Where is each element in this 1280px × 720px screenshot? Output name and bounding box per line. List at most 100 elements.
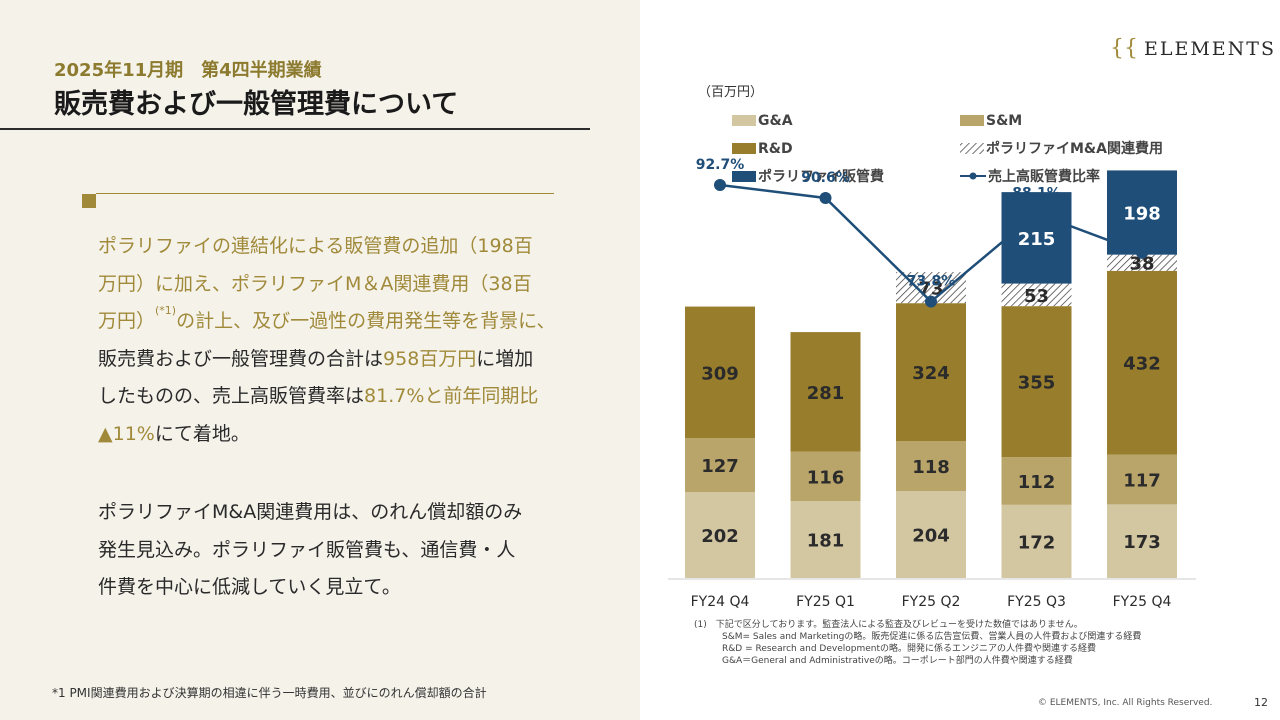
bar-ga-3 (1001, 504, 1072, 578)
bar-sm-4 (1107, 454, 1177, 505)
summary-line-5: したものの、売上高販管費率は81.7%と前年同期比 (98, 385, 539, 407)
bar-sm-1 (790, 451, 861, 501)
bar-sm-2 (896, 441, 966, 492)
ratio-label-4: 81.7% (1118, 225, 1167, 241)
footnote-ref: (*1) (155, 303, 177, 317)
legend-label-ratio: 売上高販管費比率 (988, 168, 1100, 185)
legend-swatch-ga (732, 115, 756, 126)
x-tick-label-2: FY25 Q2 (902, 594, 961, 610)
bar-ga-1 (790, 500, 861, 578)
page-number: 12 (1254, 696, 1268, 709)
x-tick-label-3: FY25 Q3 (1007, 594, 1066, 610)
bar-label-sm-0: 127 (701, 456, 739, 477)
bar-label-rd-0: 309 (701, 363, 739, 384)
logo-mark-icon: {{ (1110, 36, 1138, 61)
legend-label-rd: R&D (758, 141, 793, 157)
copyright: © ELEMENTS, Inc. All Rights Reserved. (1038, 698, 1213, 708)
bar-group: 2021273091811162812041183247317211235553… (685, 170, 1177, 578)
ratio-label-0: 92.7% (696, 157, 745, 173)
elements-logo: {{ ELEMENTS (1110, 36, 1276, 61)
bar-label-ga-3: 172 (1018, 532, 1056, 553)
bar-sm-0 (685, 438, 755, 493)
bar-rd-3 (1001, 306, 1072, 458)
bar-sm-3 (1001, 457, 1072, 505)
bar-rd-4 (1107, 270, 1177, 455)
bar-label-sm-1: 116 (807, 467, 845, 488)
legend-swatch-polarify (732, 171, 756, 182)
bar-label-ma-4: 38 (1129, 254, 1154, 275)
bar-label-sm-2: 118 (912, 457, 950, 478)
legend-label-ma: ポラリファイM&A関連費用 (986, 140, 1163, 157)
bar-label-ga-1: 181 (807, 530, 845, 551)
ratio-point-0 (714, 179, 726, 192)
bar-rd-1 (790, 332, 861, 452)
bar-label-rd-2: 324 (912, 363, 950, 384)
legend-label-sm: S&M (986, 113, 1022, 129)
bar-rd-2 (896, 303, 966, 442)
ratio-point-1 (819, 191, 832, 204)
ratio-line-group: 92.7% 90.6% 73.8% 88.1% 81.7% (696, 157, 1167, 308)
chart-notes: (1) 下記で区分しております。監査法人による監査及びレビューを受けた数値ではあ… (694, 619, 1254, 667)
left-panel (0, 0, 640, 720)
x-tick-label-4: FY25 Q4 (1113, 594, 1172, 610)
note-ga: G&A＝General and Administrativeの略。コーポレート部… (722, 656, 1073, 666)
page-subtitle: 2025年11月期 第4四半期業績 (54, 60, 322, 81)
outlook-line-3: 件費を中心に低減していく見立て。 (98, 576, 401, 598)
ratio-label-1: 90.6% (801, 170, 850, 186)
note-rd: R&D = Research and Developmentの略。開発に係るエン… (722, 644, 1096, 654)
legend-swatch-ma (960, 143, 984, 154)
bar-ma-4 (1107, 254, 1177, 271)
bar-label-rd-3: 355 (1018, 373, 1056, 394)
bar-label-polarify-4: 198 (1123, 204, 1161, 225)
summary-line-2: 万円）に加え、ポラリファイM＆A関連費用（38百 (98, 272, 532, 295)
summary-line-6: ▲11%にて着地。 (98, 422, 250, 445)
ratio-label-2: 73.8% (907, 274, 956, 290)
bullet-square-icon (82, 194, 96, 208)
bar-ga-0 (685, 492, 755, 578)
outlook-paragraph: ポラリファイM&A関連費用は、のれん償却額のみ 発生見込み。ポラリファイ販管費も… (98, 494, 598, 607)
bar-label-polarify-3: 215 (1018, 229, 1056, 250)
bar-ga-4 (1107, 504, 1177, 578)
legend-swatch-rd (732, 143, 756, 154)
summary-paragraph: ポラリファイの連結化による販管費の追加（198百 万円）に加え、ポラリファイM＆… (98, 228, 598, 453)
outlook-line-2: 発生見込み。ポラリファイ販管費も、通信費・人 (98, 538, 516, 561)
ratio-point-3 (1030, 207, 1043, 220)
note-sm: S&M= Sales and Marketingの略。販売促進に係る広告宣伝費、… (722, 632, 1142, 642)
bar-polarify-4 (1107, 170, 1177, 255)
unit-label: （百万円） (698, 85, 763, 100)
x-axis-labels: FY24 Q4 FY25 Q1 FY25 Q2 FY25 Q3 FY25 Q4 (691, 594, 1172, 610)
bar-rd-0 (685, 306, 755, 439)
x-tick-label-1: FY25 Q1 (796, 594, 855, 610)
legend-swatch-sm (960, 115, 984, 126)
bar-label-ga-2: 204 (912, 526, 950, 547)
bar-label-rd-4: 432 (1123, 354, 1161, 375)
note-1: (1) 下記で区分しております。監査法人による監査及びレビューを受けた数値ではあ… (694, 620, 1083, 630)
bar-label-sm-4: 117 (1123, 471, 1161, 492)
bar-label-ma-3: 53 (1024, 286, 1049, 307)
ratio-point-4 (1136, 246, 1148, 259)
bar-polarify-3 (1001, 192, 1072, 284)
footnote: *1 PMI関連費用および決算期の相違に伴う一時費用、並びにのれん償却額の合計 (52, 686, 487, 700)
summary-line-4: 販売費および一般管理費の合計は958百万円に増加 (98, 347, 534, 370)
legend-label-ga: G&A (758, 113, 793, 129)
logo-text: ELEMENTS (1144, 37, 1276, 60)
page-title: 販売費および一般管理費について (54, 89, 459, 120)
legend-label-polarify: ポラリファイ販管費 (758, 168, 884, 185)
bar-ma-3 (1001, 283, 1072, 307)
legend-marker-ratio (969, 172, 977, 180)
ratio-point-2 (925, 295, 937, 308)
bar-label-ga-4: 173 (1123, 532, 1161, 553)
bar-label-sm-3: 112 (1018, 472, 1056, 493)
x-tick-label-0: FY24 Q4 (691, 594, 750, 610)
bar-ga-2 (896, 491, 966, 578)
bullet-divider (96, 193, 554, 194)
title-divider (0, 128, 590, 130)
outlook-line-1: ポラリファイM&A関連費用は、のれん償却額のみ (98, 501, 523, 523)
summary-line-3: 万円）(*1)の計上、及び一過性の費用発生等を背景に、 (98, 303, 556, 332)
summary-line-1: ポラリファイの連結化による販管費の追加（198百 (98, 235, 533, 257)
bar-label-ga-0: 202 (701, 526, 739, 547)
ratio-label-3: 88.1% (1012, 185, 1061, 201)
bar-label-rd-1: 281 (807, 383, 845, 404)
